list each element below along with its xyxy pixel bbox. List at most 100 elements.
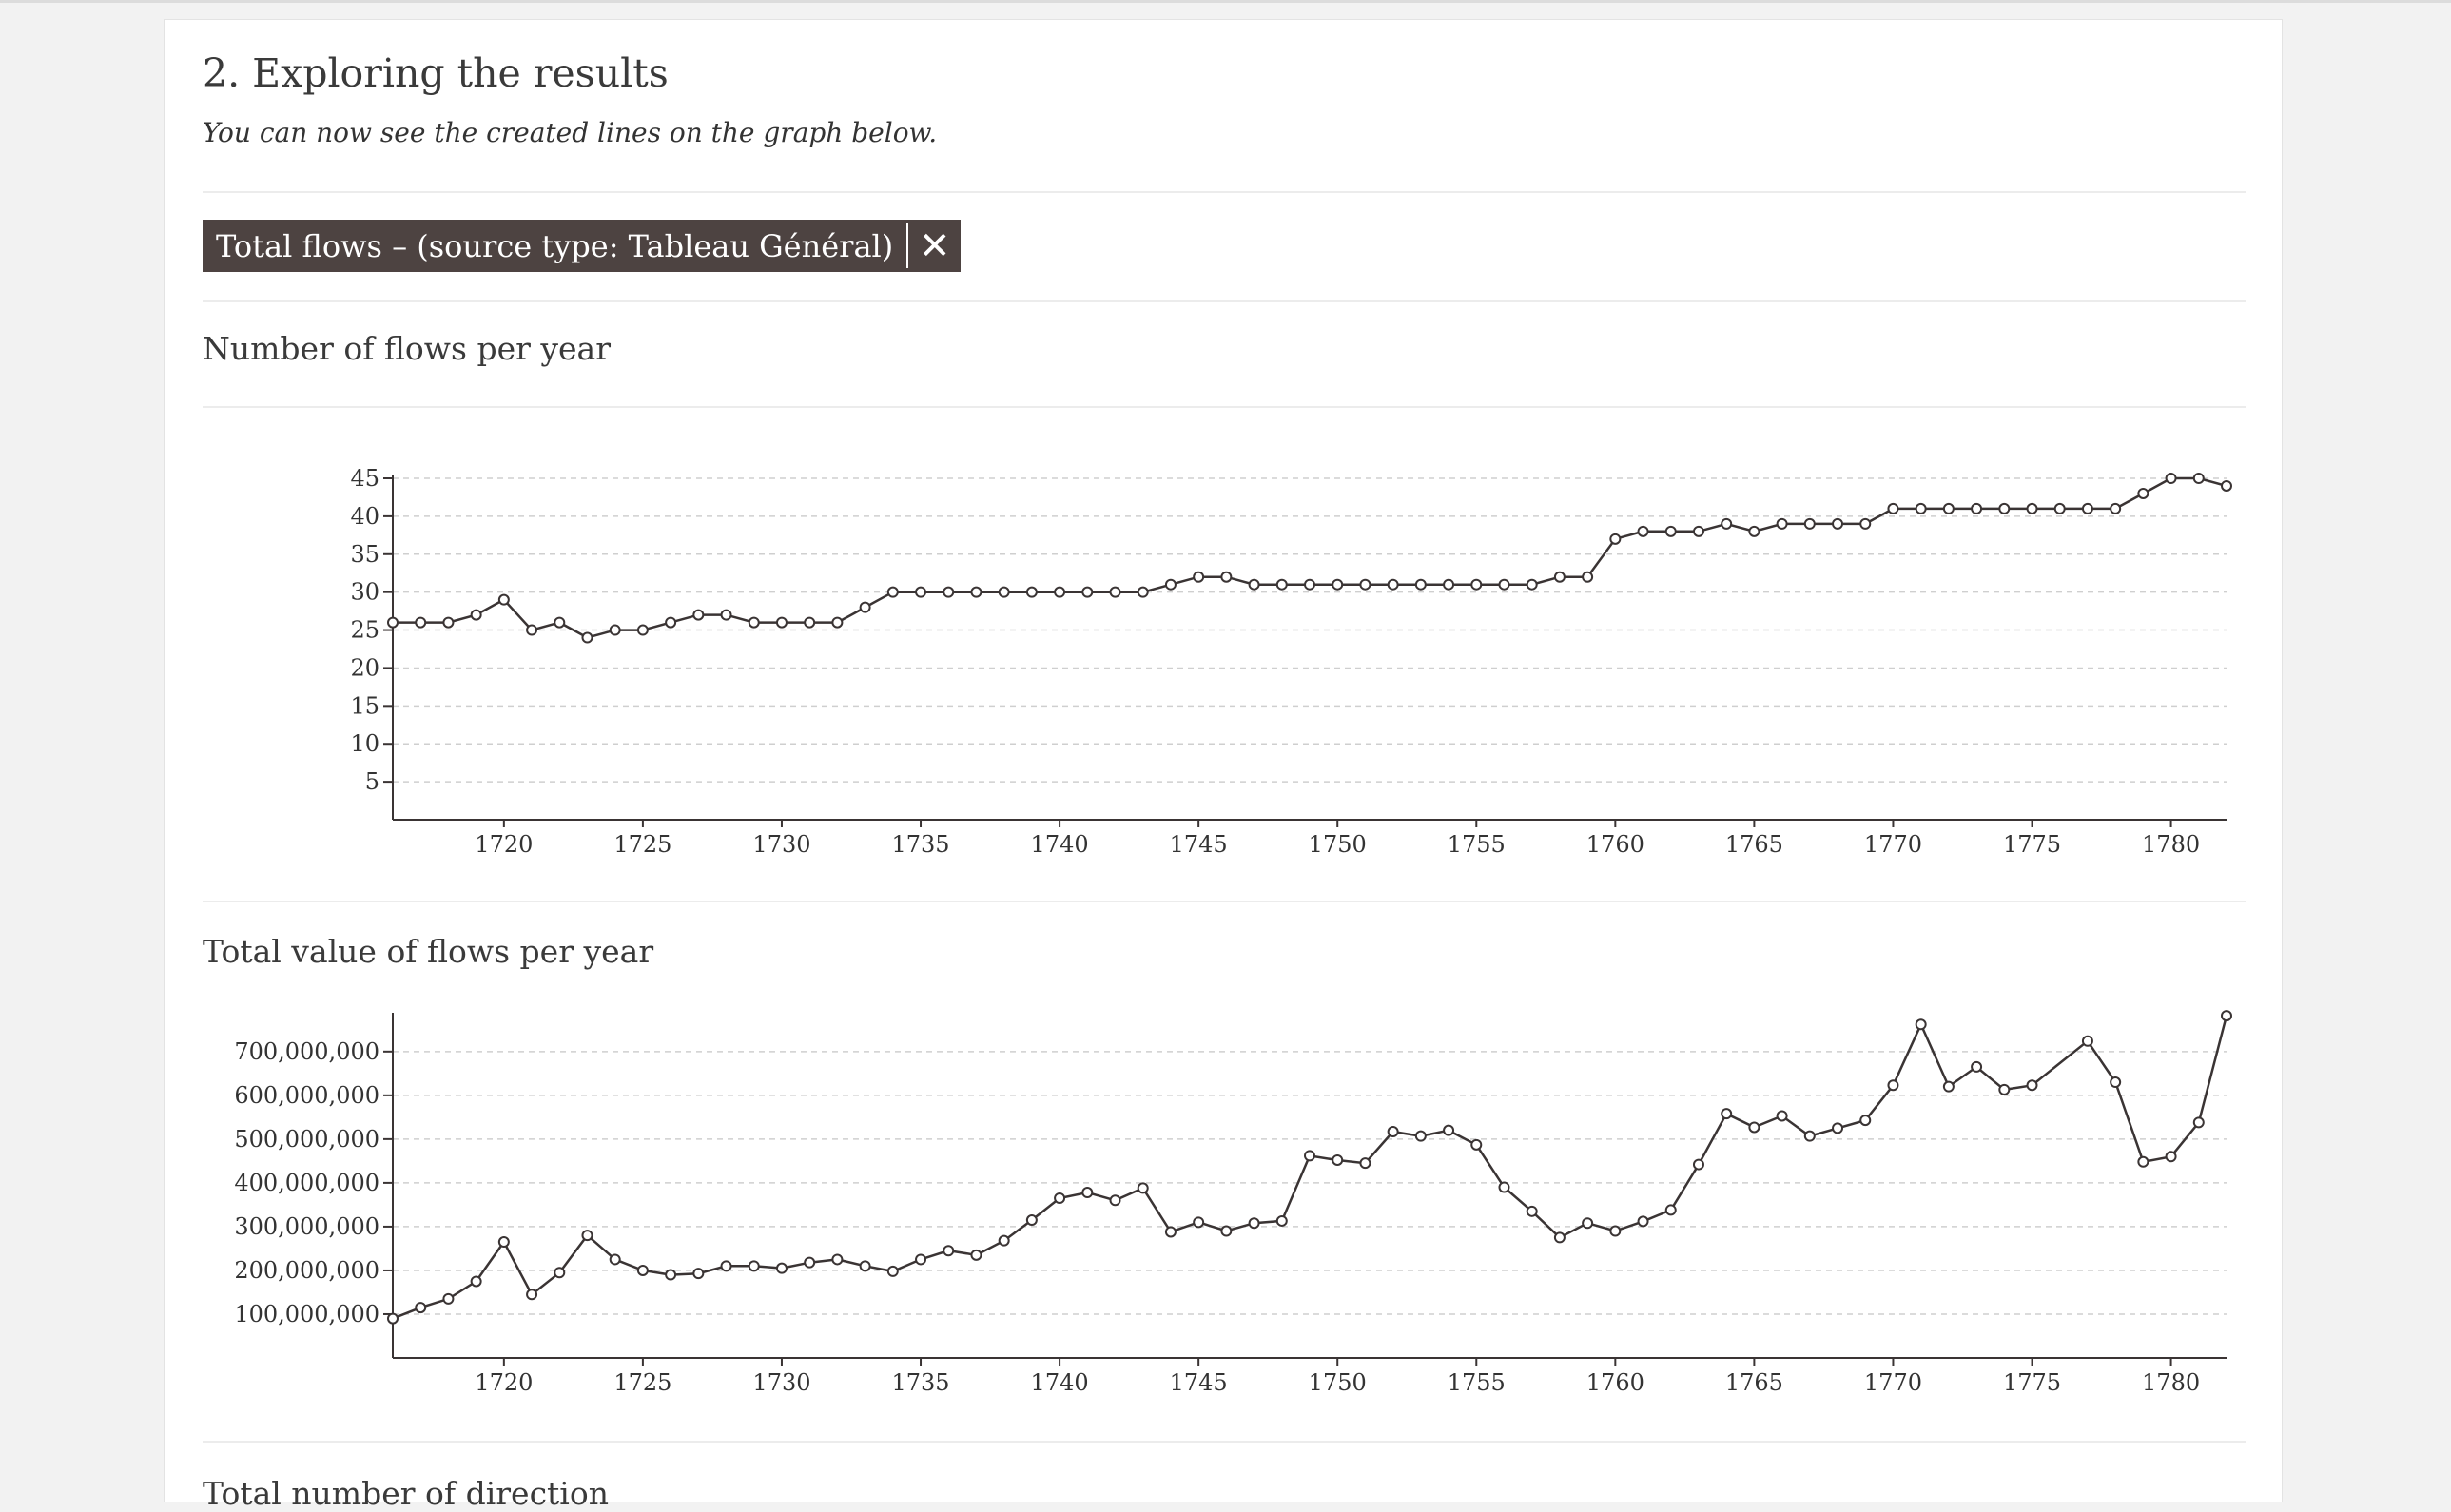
data-point	[2138, 1157, 2148, 1167]
data-point	[1111, 588, 1120, 597]
data-point	[1972, 1062, 1981, 1072]
data-point	[693, 1269, 703, 1278]
data-point	[2167, 474, 2176, 483]
y-tick-label: 20	[350, 654, 379, 681]
data-point	[527, 1289, 536, 1299]
series-line	[393, 478, 2227, 638]
data-point	[2111, 1077, 2120, 1087]
data-point	[1778, 1111, 1787, 1120]
data-point	[554, 618, 564, 628]
data-point	[1221, 1227, 1231, 1236]
divider	[203, 191, 2246, 193]
x-tick-label: 1755	[1448, 1369, 1506, 1396]
x-tick-label: 1765	[1725, 831, 1783, 858]
data-point	[805, 618, 814, 628]
data-point	[1416, 1132, 1426, 1141]
data-point	[1389, 1127, 1398, 1136]
data-point	[443, 1294, 453, 1304]
x-tick-label: 1755	[1448, 831, 1506, 858]
y-tick-label: 600,000,000	[234, 1082, 379, 1109]
data-point	[861, 1261, 870, 1270]
data-point	[1916, 1019, 1926, 1029]
data-point	[1305, 580, 1314, 590]
data-point	[1082, 1188, 1092, 1197]
data-point	[1805, 519, 1815, 529]
data-point	[1138, 588, 1148, 597]
x-tick-label: 1725	[613, 1369, 671, 1396]
data-point	[2194, 1117, 2204, 1127]
data-point	[611, 626, 620, 635]
data-point	[1639, 1216, 1648, 1226]
data-point	[2083, 504, 2092, 514]
x-tick-label: 1780	[2142, 831, 2200, 858]
top-border	[0, 0, 2451, 3]
y-tick-label: 10	[350, 730, 379, 757]
data-point	[1666, 1205, 1676, 1214]
data-point	[1555, 1232, 1565, 1242]
x-tick-label: 1745	[1170, 831, 1228, 858]
divider	[203, 300, 2246, 302]
data-point	[416, 618, 425, 628]
data-point	[499, 595, 509, 605]
y-tick-label: 200,000,000	[234, 1257, 379, 1284]
x-tick-label: 1720	[475, 1369, 533, 1396]
data-point	[1471, 580, 1481, 590]
data-point	[1833, 1123, 1842, 1133]
data-point	[1749, 1122, 1759, 1132]
data-point	[499, 1237, 509, 1247]
data-point	[1221, 572, 1231, 582]
data-point	[1166, 1227, 1176, 1236]
data-point	[1583, 572, 1592, 582]
data-point	[443, 618, 453, 628]
x-tick-label: 1730	[752, 831, 810, 858]
data-point	[1860, 1115, 1870, 1125]
data-point	[1055, 1193, 1064, 1203]
data-point	[666, 618, 675, 628]
data-point	[1639, 527, 1648, 536]
x-tick-label: 1730	[752, 1369, 810, 1396]
y-tick-label: 400,000,000	[234, 1170, 379, 1196]
data-point	[1138, 1183, 1148, 1192]
y-tick-label: 30	[350, 579, 379, 606]
x-tick-label: 1775	[2003, 831, 2061, 858]
data-point	[1944, 1082, 1954, 1092]
x-tick-label: 1735	[891, 831, 949, 858]
data-point	[1888, 1080, 1897, 1090]
data-point	[1944, 504, 1954, 514]
data-point	[2055, 504, 2065, 514]
x-tick-label: 1760	[1586, 1369, 1644, 1396]
data-point	[1805, 1132, 1815, 1141]
data-point	[1055, 588, 1064, 597]
data-point	[1000, 588, 1009, 597]
filter-chip[interactable]: Total flows – (source type: Tableau Géné…	[203, 220, 961, 272]
divider	[203, 901, 2246, 902]
y-tick-label: 300,000,000	[234, 1213, 379, 1240]
divider	[203, 406, 2246, 408]
data-point	[2138, 489, 2148, 498]
data-point	[1416, 580, 1426, 590]
x-tick-label: 1720	[475, 831, 533, 858]
data-point	[1444, 1126, 1453, 1135]
results-card: 2. Exploring the results You can now see…	[164, 19, 2283, 1502]
data-point	[1332, 1155, 1342, 1165]
data-point	[2222, 481, 2231, 491]
data-point	[1666, 527, 1676, 536]
data-point	[472, 1276, 481, 1286]
data-point	[1332, 580, 1342, 590]
data-point	[1722, 1109, 1731, 1118]
close-icon[interactable]: ✕	[908, 220, 961, 272]
x-tick-label: 1740	[1031, 831, 1089, 858]
data-point	[888, 1267, 898, 1276]
data-point	[582, 1231, 592, 1240]
data-point	[1471, 1140, 1481, 1150]
data-point	[1194, 572, 1203, 582]
data-point	[1499, 580, 1508, 590]
data-point	[638, 626, 648, 635]
flows-per-year-chart: 510152025303540451720 1725 1730 1735 1740 174…	[165, 438, 2284, 885]
data-point	[1694, 527, 1703, 536]
data-point	[1527, 580, 1537, 590]
data-point	[722, 611, 731, 620]
data-point	[1250, 580, 1259, 590]
data-point	[1166, 580, 1176, 590]
data-point	[554, 1268, 564, 1277]
